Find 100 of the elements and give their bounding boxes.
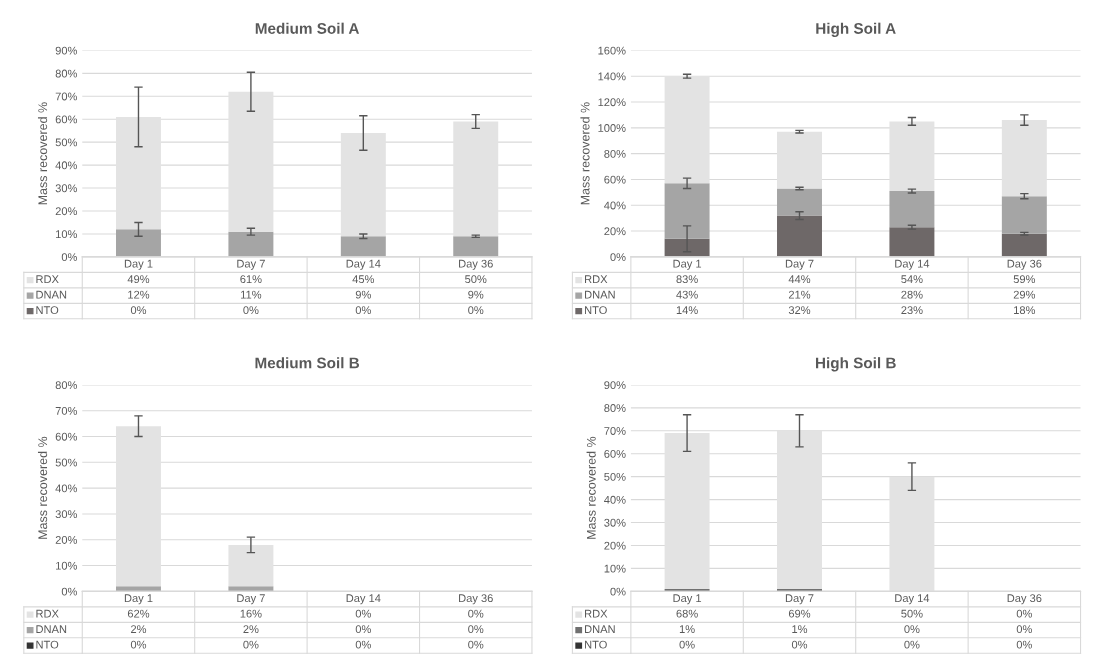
data-label: 1% <box>679 625 695 634</box>
data-label: 49% <box>127 275 150 284</box>
y-tick-label: 90% <box>55 46 78 55</box>
data-label: 68% <box>676 609 698 618</box>
data-label: 9% <box>468 290 484 299</box>
y-tick-label: 60% <box>55 432 78 441</box>
data-label: 12% <box>128 290 150 299</box>
data-label: 0% <box>130 640 147 649</box>
data-label: 83% <box>676 275 698 284</box>
y-tick-label: 70% <box>55 92 78 101</box>
data-label: 61% <box>240 275 262 284</box>
x-tick-label: Day 36 <box>1007 594 1042 605</box>
data-label: 2% <box>243 625 259 634</box>
y-tick-label: 90% <box>604 381 626 390</box>
y-tick-label: 70% <box>604 427 626 435</box>
x-tick-label: Day 36 <box>459 594 493 605</box>
y-tick-label: 20% <box>604 227 626 236</box>
x-tick-label: Day 14 <box>346 594 381 605</box>
y-tick-label: 0% <box>610 253 626 262</box>
y-tick-label: 20% <box>604 541 626 550</box>
x-tick-label: Day 7 <box>237 259 265 270</box>
data-label: 0% <box>1016 625 1032 634</box>
data-label: 32% <box>788 306 811 315</box>
y-tick-label: 140% <box>598 72 626 81</box>
x-tick-label: Day 1 <box>673 594 702 605</box>
y-tick-label: 50% <box>55 138 78 147</box>
data-label: 50% <box>901 609 923 618</box>
x-tick-label: Day 7 <box>237 594 265 605</box>
legend-label: RDX <box>36 609 59 618</box>
legend-label: DNAN <box>36 625 67 633</box>
legend-label: NTO <box>585 306 607 315</box>
data-label: 0% <box>1016 640 1032 649</box>
y-tick-label: 100% <box>598 124 626 132</box>
legend-label: RDX <box>36 275 59 283</box>
x-tick-label: Day 36 <box>459 259 493 270</box>
y-tick-label: 60% <box>604 449 626 458</box>
data-label: 0% <box>355 306 371 315</box>
y-tick-label: 80% <box>604 404 626 412</box>
legend-label: DNAN <box>585 625 615 633</box>
data-label: 1% <box>792 625 808 634</box>
y-axis-title: Mass recovered % <box>580 102 590 205</box>
data-label: 59% <box>1013 275 1036 284</box>
data-label: 23% <box>901 306 923 315</box>
data-label: 0% <box>468 306 484 315</box>
y-tick-label: 120% <box>598 98 626 107</box>
y-tick-label: 80% <box>55 69 78 78</box>
y-tick-label: 60% <box>604 175 626 184</box>
data-label: 28% <box>901 290 923 299</box>
data-label: 9% <box>355 290 371 299</box>
y-tick-label: 80% <box>604 149 626 158</box>
y-tick-label: 10% <box>604 564 626 573</box>
data-label: 18% <box>1014 306 1036 315</box>
y-tick-label: 20% <box>55 207 78 216</box>
x-tick-label: Day 1 <box>124 259 153 270</box>
y-axis-title: Mass recovered % <box>37 436 48 539</box>
data-label: 0% <box>679 640 695 649</box>
data-label: 0% <box>243 640 259 649</box>
y-tick-label: 10% <box>56 230 78 239</box>
y-tick-label: 160% <box>598 46 626 55</box>
legend-label: DNAN <box>585 290 615 299</box>
y-tick-label: 60% <box>55 115 78 124</box>
legend-label: NTO <box>36 306 59 315</box>
y-axis-title: Mass recovered % <box>586 436 596 539</box>
data-label: 45% <box>352 275 375 284</box>
y-tick-label: 30% <box>55 510 78 519</box>
data-label: 16% <box>240 609 262 618</box>
y-tick-label: 70% <box>55 406 78 415</box>
data-label: 0% <box>904 640 920 649</box>
y-tick-label: 20% <box>55 536 78 544</box>
y-tick-label: 50% <box>55 458 78 467</box>
chart-title: Medium Soil A <box>255 22 360 34</box>
y-axis-title: Mass recovered % <box>37 102 48 205</box>
y-tick-label: 40% <box>55 484 78 493</box>
legend-label: DNAN <box>36 290 67 299</box>
data-label: 50% <box>465 275 487 284</box>
data-label: 0% <box>791 640 808 649</box>
legend-label: NTO <box>36 640 59 649</box>
data-label: 0% <box>243 306 259 315</box>
data-label: 29% <box>1013 290 1036 299</box>
y-tick-label: 40% <box>604 495 626 504</box>
data-label: 44% <box>788 275 811 284</box>
data-label: 0% <box>468 625 484 634</box>
x-tick-label: Day 14 <box>895 259 930 270</box>
x-tick-label: Day 36 <box>1007 259 1042 270</box>
y-tick-label: 30% <box>604 518 626 527</box>
x-tick-label: Day 7 <box>785 259 814 270</box>
x-tick-label: Day 14 <box>346 259 381 270</box>
data-label: 0% <box>1016 609 1032 618</box>
data-label: 54% <box>901 275 923 284</box>
data-label: 11% <box>241 290 262 299</box>
y-tick-label: 80% <box>55 381 78 390</box>
data-label: 0% <box>355 609 371 618</box>
y-tick-label: 30% <box>55 184 78 193</box>
data-label: 0% <box>130 306 147 315</box>
y-tick-label: 40% <box>604 201 626 210</box>
x-tick-label: Day 14 <box>895 594 930 605</box>
chart-title: Medium Soil B <box>255 357 360 369</box>
x-tick-label: Day 1 <box>673 259 702 270</box>
data-label: 62% <box>127 609 150 618</box>
data-label: 0% <box>468 609 484 618</box>
